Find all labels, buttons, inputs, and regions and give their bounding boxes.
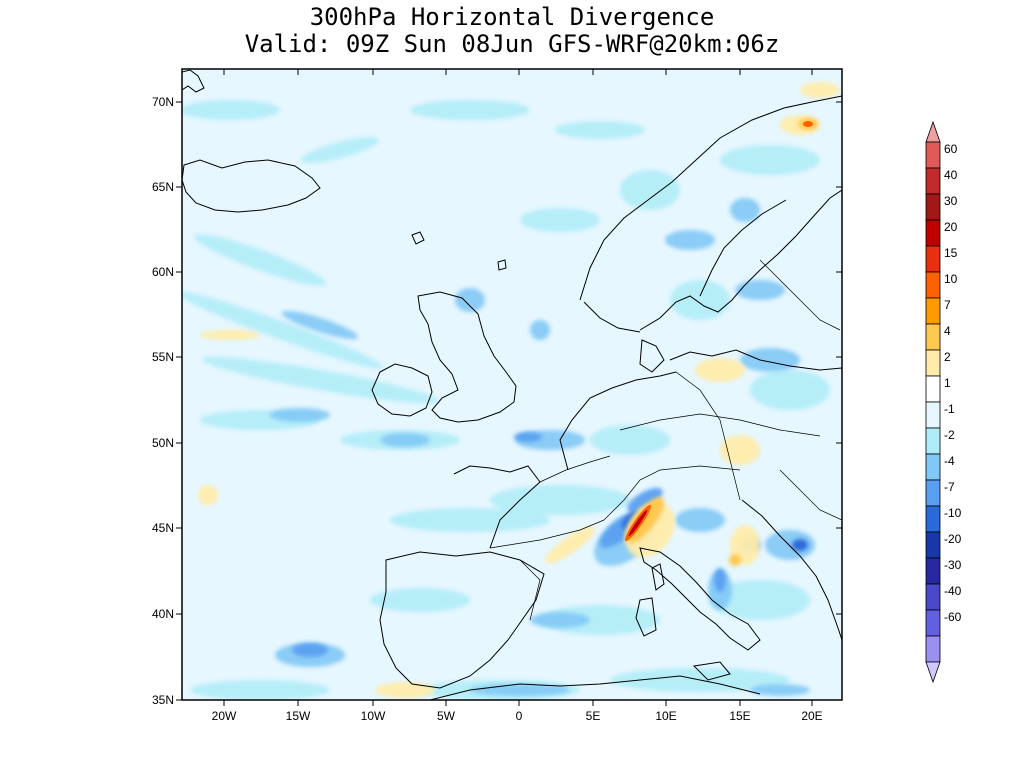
lat-axis	[176, 101, 842, 701]
chart-title-line1: 300hPa Horizontal Divergence	[309, 3, 715, 31]
chart-title-line2: Valid: 09Z Sun 08Jun GFS-WRF@20km:06z	[244, 30, 780, 58]
colorbar-label: -4	[944, 454, 955, 468]
colorbar-segment	[925, 479, 941, 507]
colorbar-segment	[925, 219, 941, 247]
colorbar-label: 2	[944, 350, 951, 364]
colorbar-label: -20	[944, 532, 962, 546]
lon-label: 0	[516, 709, 523, 723]
colorbar-segment	[925, 635, 941, 663]
colorbar-label: 10	[944, 272, 958, 286]
colorbar-segment	[925, 583, 941, 611]
colorbar-label: 4	[944, 324, 951, 338]
colorbar-label: -10	[944, 506, 962, 520]
lon-label: 10W	[361, 709, 386, 723]
lat-label: 45N	[152, 521, 174, 535]
divergence-field	[182, 69, 842, 700]
lon-label: 5W	[437, 709, 456, 723]
lon-label: 5E	[586, 709, 601, 723]
colorbar-segment	[925, 349, 941, 377]
lon-axis	[223, 69, 813, 706]
lat-label: 65N	[152, 180, 174, 194]
colorbar-segment	[925, 557, 941, 585]
colorbar-arrow-top	[925, 120, 941, 143]
lon-label: 10E	[655, 709, 676, 723]
colorbar-label: 60	[944, 142, 958, 156]
lon-label: 15W	[286, 709, 311, 723]
colorbar-label: 30	[944, 194, 958, 208]
colorbar-segment	[925, 141, 941, 169]
colorbar-segment	[925, 401, 941, 429]
country-borders	[489, 259, 842, 621]
lat-label: 60N	[152, 265, 174, 279]
colorbar-segment	[925, 167, 941, 195]
colorbar-label: 20	[944, 220, 958, 234]
colorbar-label: -40	[944, 584, 962, 598]
colorbar-segment	[925, 531, 941, 559]
lat-label: 50N	[152, 436, 174, 450]
colorbar-segment	[925, 323, 941, 351]
colorbar-segment	[925, 453, 941, 481]
lat-label: 35N	[152, 693, 174, 707]
colorbar-segment	[925, 193, 941, 221]
colorbar-segment	[925, 297, 941, 325]
colorbar-segment	[925, 609, 941, 637]
colorbar-label: 15	[944, 246, 958, 260]
colorbar-arrow-bottom	[925, 661, 941, 684]
colorbar-label: 1	[944, 376, 951, 390]
colorbar-segment	[925, 271, 941, 299]
lon-label: 15E	[729, 709, 750, 723]
colorbar-segment	[925, 427, 941, 455]
colorbar-label: -30	[944, 558, 962, 572]
colorbar-label: -60	[944, 610, 962, 624]
colorbar-label: -7	[944, 480, 955, 494]
colorbar-segment	[925, 505, 941, 533]
colorbar-segment	[925, 245, 941, 273]
colorbar-label: 7	[944, 298, 951, 312]
lat-label: 70N	[152, 95, 174, 109]
coastlines	[182, 69, 842, 700]
lon-label: 20E	[801, 709, 822, 723]
colorbar-legend: 60 40 30 20 15 10 7 4 2 1 -1 -2 -4 -7 -10 -20 -30 -40 -60	[925, 120, 962, 684]
colorbar-label: -2	[944, 428, 955, 442]
lat-label: 55N	[152, 350, 174, 364]
colorbar-segment	[925, 375, 941, 403]
map-frame	[181, 68, 843, 701]
colorbar-label: 40	[944, 168, 958, 182]
colorbar-label: -1	[944, 402, 955, 416]
lat-label: 40N	[152, 607, 174, 621]
lon-label: 20W	[212, 709, 237, 723]
